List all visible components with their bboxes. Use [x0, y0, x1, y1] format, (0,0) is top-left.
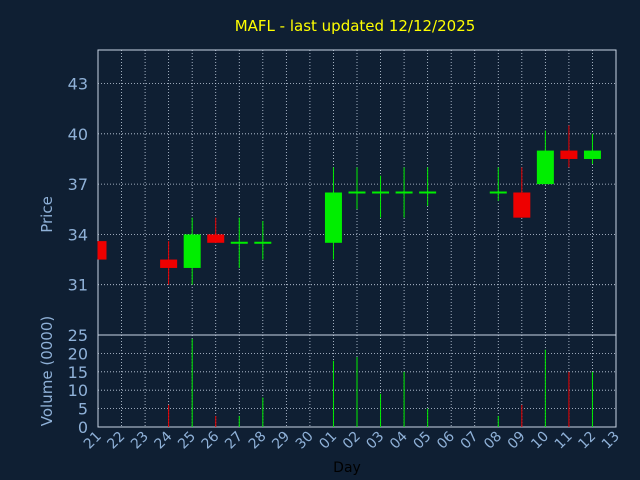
x-tick-label: 29 [269, 429, 293, 453]
volume-axis-label: Volume (0000) [38, 316, 56, 426]
volume-tick-label: 15 [68, 363, 88, 382]
x-tick-label: 25 [175, 429, 199, 453]
price-tick-label: 40 [68, 125, 88, 144]
x-tick-label: 04 [387, 428, 411, 452]
x-tick-label: 05 [411, 429, 435, 453]
x-tick-label: 11 [552, 429, 576, 453]
volume-tick-label: 25 [68, 326, 88, 345]
x-tick-label: 01 [316, 429, 340, 453]
x-tick-label: 02 [340, 429, 364, 453]
price-axis-label: Price [38, 196, 56, 233]
price-tick-label: 43 [68, 75, 88, 94]
x-tick-label: 06 [434, 428, 458, 452]
volume-tick-label: 0 [78, 418, 88, 437]
candle-body [324, 192, 342, 243]
price-tick-label: 37 [68, 175, 88, 194]
x-tick-label: 03 [363, 429, 387, 453]
candle-body [560, 150, 578, 159]
candle-body [98, 241, 107, 260]
x-tick-label: 08 [481, 429, 505, 453]
x-tick-label: 26 [199, 428, 223, 452]
candle-body [160, 259, 178, 268]
x-tick-label: 13 [599, 429, 623, 453]
volume-tick-label: 10 [68, 381, 88, 400]
x-axis-label: Day [333, 460, 361, 476]
x-tick-label: 12 [575, 429, 599, 453]
x-tick-label: 22 [104, 429, 128, 453]
candle-body [536, 150, 554, 185]
x-tick-label: 07 [458, 429, 482, 453]
candle-body [513, 192, 531, 218]
candle-body [183, 234, 201, 268]
x-tick-label: 10 [528, 429, 552, 453]
x-tick-label: 24 [152, 428, 176, 452]
x-tick-label: 30 [293, 429, 317, 453]
candle-body [207, 234, 225, 243]
x-tick-label: 23 [128, 429, 152, 453]
candle-body [583, 150, 601, 159]
chart-title: MAFL - last updated 12/12/2025 [235, 17, 476, 35]
price-tick-label: 34 [68, 225, 88, 244]
volume-tick-label: 20 [68, 344, 88, 363]
x-tick-label: 28 [246, 429, 270, 453]
price-tick-label: 31 [68, 276, 88, 295]
volume-tick-label: 5 [78, 400, 88, 419]
x-tick-label: 27 [222, 429, 246, 453]
x-tick-label: 09 [505, 429, 529, 453]
